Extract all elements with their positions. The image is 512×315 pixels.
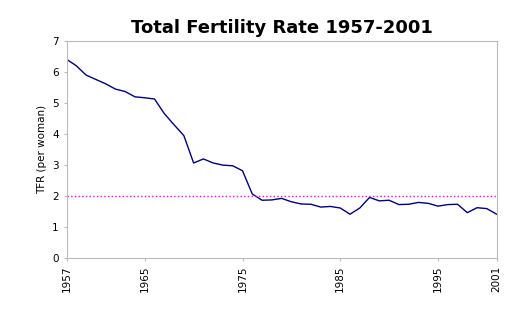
Y-axis label: TFR (per woman): TFR (per woman) [37,105,47,194]
Title: Total Fertility Rate 1957-2001: Total Fertility Rate 1957-2001 [131,19,433,37]
